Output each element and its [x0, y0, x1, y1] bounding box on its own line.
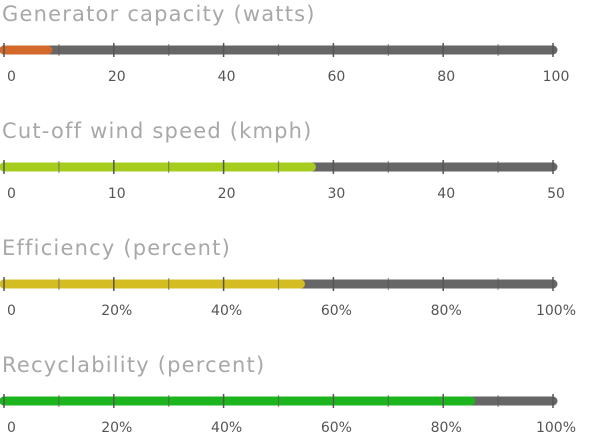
x-tick-label: 20: [218, 186, 236, 202]
x-tick-label: 10: [108, 186, 126, 202]
x-tick-label: 100: [543, 69, 570, 85]
x-tick-label: 80%: [431, 303, 462, 319]
x-tick-label: 0: [7, 186, 16, 202]
x-tick-label: 60%: [321, 420, 352, 436]
x-tick-label: 20%: [101, 420, 132, 436]
x-tick-label: 80: [437, 69, 455, 85]
x-tick-label: 20: [108, 69, 126, 85]
gauge-title: Cut-off wind speed (kmph): [2, 119, 313, 143]
x-tick-label: 40%: [211, 420, 242, 436]
x-tick-label: 60%: [321, 303, 352, 319]
gauge-title: Generator capacity (watts): [2, 2, 316, 26]
x-tick-label: 20%: [101, 303, 132, 319]
x-tick-label: 40%: [211, 303, 242, 319]
x-tick-label: 0: [7, 303, 16, 319]
x-tick-label: 100%: [536, 303, 576, 319]
x-tick-label: 40: [437, 186, 455, 202]
x-tick-label: 50: [547, 186, 565, 202]
x-tick-label: 0: [7, 69, 16, 85]
x-tick-label: 100%: [536, 420, 576, 436]
x-tick-label: 40: [218, 69, 236, 85]
x-tick-label: 30: [327, 186, 345, 202]
gauge-title: Efficiency (percent): [2, 236, 231, 260]
x-tick-label: 0: [7, 420, 16, 436]
x-tick-label: 60: [327, 69, 345, 85]
gauge-title: Recyclability (percent): [2, 353, 265, 377]
x-tick-label: 80%: [431, 420, 462, 436]
